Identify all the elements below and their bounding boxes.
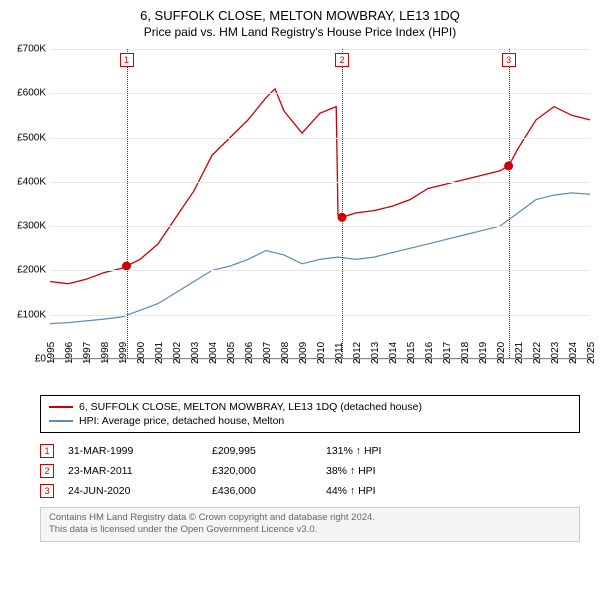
- legend-swatch-price-paid: [49, 406, 73, 408]
- sales-date: 24-JUN-2020: [68, 485, 198, 497]
- x-tick-label: 2020: [496, 342, 507, 364]
- sale-marker-flag: 3: [502, 53, 516, 67]
- sale-marker-line: [127, 49, 128, 358]
- y-tick-label: £400K: [17, 176, 46, 187]
- y-tick-label: £600K: [17, 88, 46, 99]
- sales-row: 1 31-MAR-1999 £209,995 131% ↑ HPI: [40, 441, 580, 461]
- chart-container: 6, SUFFOLK CLOSE, MELTON MOWBRAY, LE13 1…: [0, 0, 600, 590]
- x-tick-label: 2011: [334, 342, 345, 364]
- y-tick-label: £700K: [17, 44, 46, 55]
- sales-price: £209,995: [212, 445, 312, 457]
- x-tick-label: 2012: [352, 342, 363, 364]
- legend-label-hpi: HPI: Average price, detached house, Melt…: [79, 415, 284, 427]
- sale-marker-flag: 2: [335, 53, 349, 67]
- legend-row-hpi: HPI: Average price, detached house, Melt…: [49, 414, 571, 428]
- sales-table: 1 31-MAR-1999 £209,995 131% ↑ HPI 2 23-M…: [40, 441, 580, 501]
- sales-date: 31-MAR-1999: [68, 445, 198, 457]
- legend-row-price-paid: 6, SUFFOLK CLOSE, MELTON MOWBRAY, LE13 1…: [49, 400, 571, 414]
- x-tick-label: 2019: [478, 342, 489, 364]
- x-tick-label: 2021: [514, 342, 525, 364]
- y-tick-label: £200K: [17, 265, 46, 276]
- sale-marker-flag: 1: [120, 53, 134, 67]
- sale-marker-line: [342, 49, 343, 358]
- sales-hpi: 44% ↑ HPI: [326, 485, 446, 497]
- x-tick-label: 2001: [154, 342, 165, 364]
- x-tick-label: 2018: [460, 342, 471, 364]
- x-tick-label: 1996: [64, 342, 75, 364]
- sales-marker-box: 1: [40, 444, 54, 458]
- sales-date: 23-MAR-2011: [68, 465, 198, 477]
- x-tick-label: 2003: [190, 342, 201, 364]
- legend-box: 6, SUFFOLK CLOSE, MELTON MOWBRAY, LE13 1…: [40, 395, 580, 433]
- y-tick-label: £300K: [17, 221, 46, 232]
- chart-title-address: 6, SUFFOLK CLOSE, MELTON MOWBRAY, LE13 1…: [10, 8, 590, 23]
- legend-label-price-paid: 6, SUFFOLK CLOSE, MELTON MOWBRAY, LE13 1…: [79, 401, 422, 413]
- x-tick-label: 2000: [136, 342, 147, 364]
- sales-price: £320,000: [212, 465, 312, 477]
- plot-region: £0£100K£200K£300K£400K£500K£600K£700K199…: [50, 49, 590, 359]
- y-tick-label: £100K: [17, 309, 46, 320]
- attribution-box: Contains HM Land Registry data © Crown c…: [40, 507, 580, 542]
- sales-marker-box: 2: [40, 464, 54, 478]
- x-tick-label: 2005: [226, 342, 237, 364]
- sales-price: £436,000: [212, 485, 312, 497]
- sales-hpi: 131% ↑ HPI: [326, 445, 446, 457]
- x-tick-label: 1997: [82, 342, 93, 364]
- legend-swatch-hpi: [49, 420, 73, 422]
- chart-subtitle: Price paid vs. HM Land Registry's House …: [10, 25, 590, 39]
- sales-hpi: 38% ↑ HPI: [326, 465, 446, 477]
- x-tick-label: 2008: [280, 342, 291, 364]
- x-tick-label: 2004: [208, 342, 219, 364]
- x-tick-label: 1998: [100, 342, 111, 364]
- x-tick-label: 2017: [442, 342, 453, 364]
- attribution-line1: Contains HM Land Registry data © Crown c…: [49, 512, 571, 524]
- sale-marker-line: [509, 49, 510, 358]
- x-tick-label: 2025: [586, 342, 597, 364]
- x-tick-label: 2006: [244, 342, 255, 364]
- x-tick-label: 2002: [172, 342, 183, 364]
- x-tick-label: 2022: [532, 342, 543, 364]
- x-tick-label: 2009: [298, 342, 309, 364]
- sales-row: 2 23-MAR-2011 £320,000 38% ↑ HPI: [40, 461, 580, 481]
- x-tick-label: 2014: [388, 342, 399, 364]
- x-tick-label: 2023: [550, 342, 561, 364]
- chart-area: £0£100K£200K£300K£400K£500K£600K£700K199…: [50, 49, 590, 389]
- x-tick-label: 1995: [46, 342, 57, 364]
- y-tick-label: £0: [35, 354, 46, 365]
- x-tick-label: 2010: [316, 342, 327, 364]
- x-tick-label: 2024: [568, 342, 579, 364]
- x-tick-label: 2015: [406, 342, 417, 364]
- x-tick-label: 2007: [262, 342, 273, 364]
- x-tick-label: 2013: [370, 342, 381, 364]
- attribution-line2: This data is licensed under the Open Gov…: [49, 524, 571, 536]
- sales-row: 3 24-JUN-2020 £436,000 44% ↑ HPI: [40, 481, 580, 501]
- sales-marker-box: 3: [40, 484, 54, 498]
- x-tick-label: 2016: [424, 342, 435, 364]
- y-tick-label: £500K: [17, 132, 46, 143]
